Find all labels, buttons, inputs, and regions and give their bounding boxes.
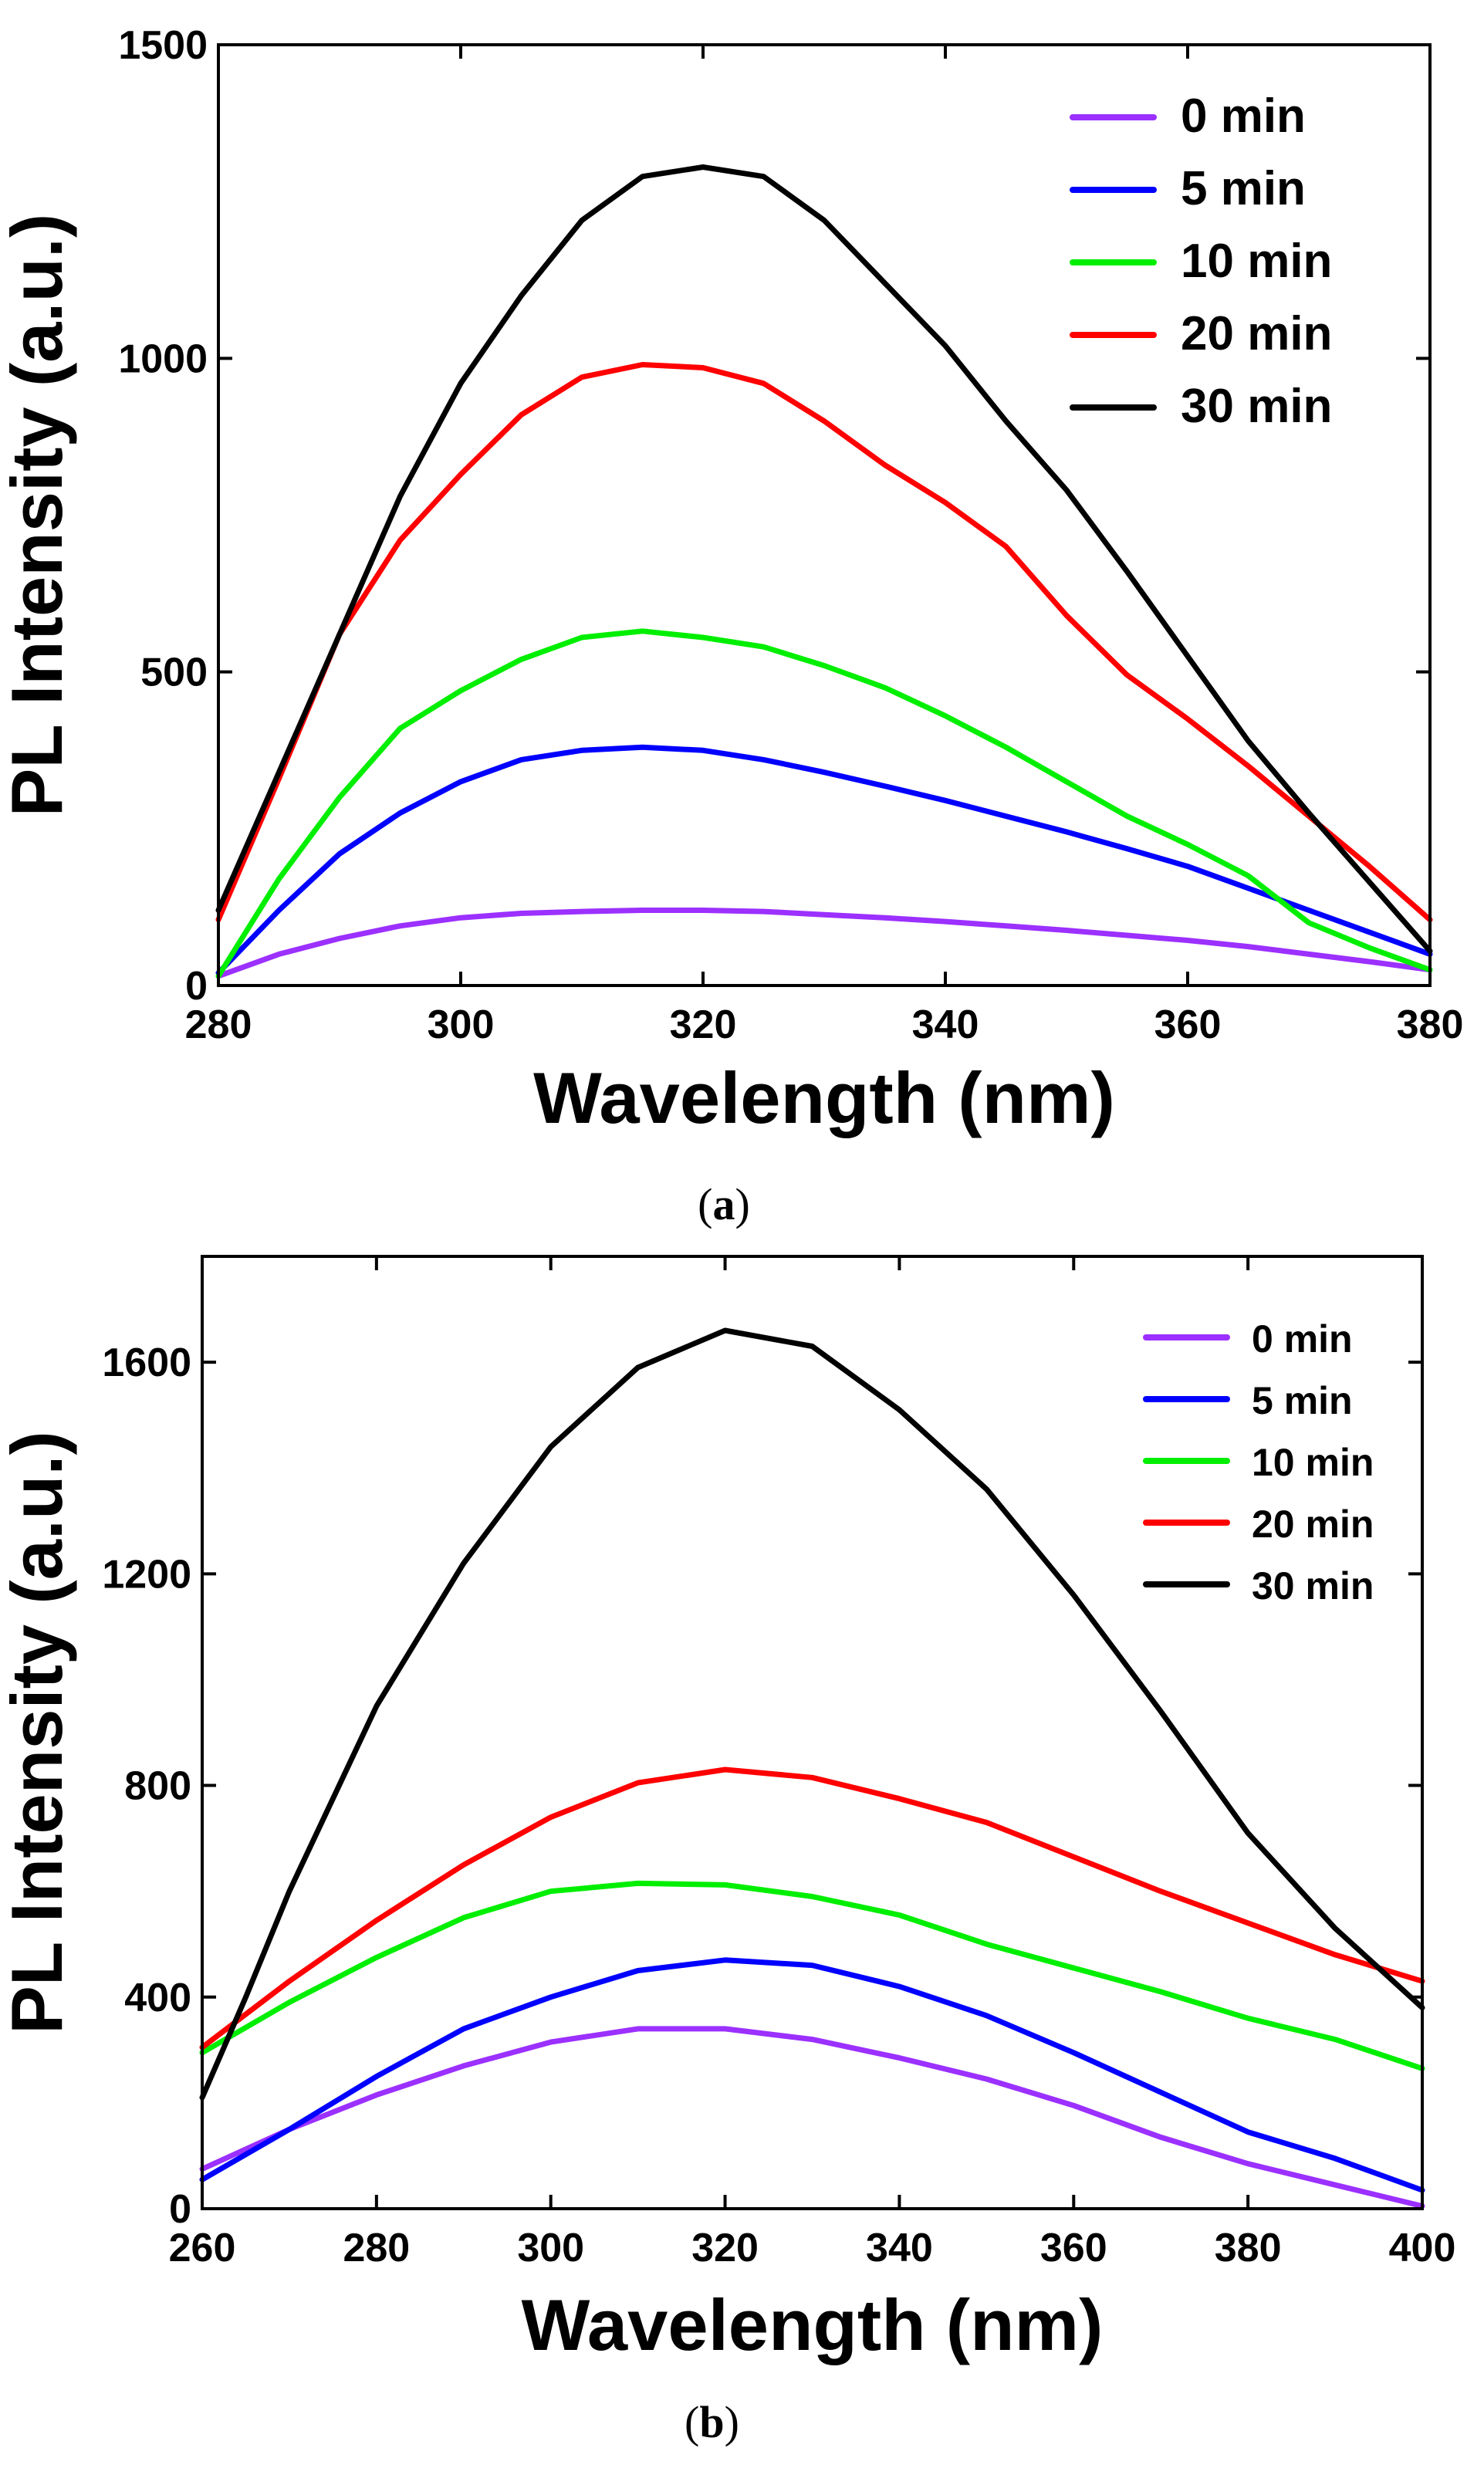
caption-open: ( (685, 2397, 699, 2447)
x-tick-label: 320 (670, 1002, 737, 1047)
legend-label: 30 min (1252, 1564, 1374, 1608)
x-tick-label: 280 (343, 2226, 410, 2270)
x-tick-label: 320 (691, 2226, 759, 2270)
series-group (199, 1327, 1425, 2209)
y-tick-label: 400 (124, 1976, 191, 2020)
y-tick-label: 1000 (118, 336, 208, 381)
x-tick-label: 340 (912, 1002, 979, 1047)
series-line-10-min (215, 628, 1433, 979)
caption-close: ) (735, 1179, 750, 1229)
series-line-0-min (215, 908, 1433, 979)
x-tick-label: 280 (185, 1002, 252, 1047)
legend-label: 0 min (1181, 90, 1306, 143)
caption-letter: b (699, 2397, 724, 2447)
x-tick-label: 260 (169, 2226, 236, 2270)
y-tick-label: 800 (124, 1764, 191, 1809)
y-tick-label: 0 (185, 964, 208, 1009)
series-line-20-min (199, 1766, 1425, 2050)
series-line-5-min (199, 1957, 1425, 2193)
y-axis-label: PL Intensity (a.u.) (0, 1431, 77, 2034)
y-tick-label: 1200 (102, 1552, 191, 1597)
series-group (215, 164, 1433, 979)
y-tick-label: 500 (140, 651, 208, 695)
legend: 0 min 5 min 10 min 20 min 30 min (1070, 90, 1332, 433)
plot-frame (217, 43, 1432, 987)
caption-open: ( (698, 1179, 712, 1229)
panel-caption: (a) (698, 1179, 750, 1229)
x-tick-label: 300 (517, 2226, 584, 2270)
x-tick-label: 340 (866, 2226, 933, 2270)
series-line-10-min (199, 1880, 1425, 2071)
x-tick-label: 360 (1154, 1002, 1222, 1047)
x-tick-label: 380 (1397, 1002, 1464, 1047)
caption-letter: a (713, 1179, 735, 1229)
x-tick-label: 300 (428, 1002, 495, 1047)
x-axis-label: Wavelength (nm) (522, 2284, 1104, 2365)
series-line-20-min (215, 362, 1433, 923)
legend-label: 30 min (1181, 380, 1332, 433)
legend: 0 min 5 min 10 min 20 min 30 min (1143, 1317, 1374, 1608)
y-tick-label: 1500 (118, 23, 208, 68)
caption-close: ) (725, 2397, 739, 2447)
series-line-30-min (199, 1327, 1425, 2101)
panel-a: 280 300 320 340 360 380 0 500 1000 1500 Wavelength… (0, 23, 1463, 1229)
plot-frame (201, 1255, 1424, 2210)
series-line-5-min (215, 744, 1433, 976)
panel-b: 260 280 300 320 340 360 380 400 0 400 800 1200 1600 W… (0, 1255, 1456, 2447)
series-line-30-min (215, 164, 1433, 954)
y-tick-label: 1600 (102, 1340, 191, 1385)
legend-label: 10 min (1252, 1441, 1374, 1484)
legend-label: 5 min (1181, 162, 1306, 215)
x-tick-label: 400 (1389, 2226, 1456, 2270)
y-tick-label: 0 (169, 2187, 191, 2232)
x-tick-label: 360 (1040, 2226, 1107, 2270)
x-axis-label: Wavelength (nm) (533, 1057, 1115, 1138)
legend-label: 20 min (1252, 1503, 1374, 1546)
legend-label: 10 min (1181, 235, 1332, 288)
panel-caption: (b) (685, 2397, 739, 2447)
legend-label: 20 min (1181, 307, 1332, 360)
legend-label: 5 min (1252, 1379, 1353, 1422)
x-tick-label: 380 (1215, 2226, 1282, 2270)
series-line-0-min (199, 2026, 1425, 2209)
y-axis-label: PL Intensity (a.u.) (0, 214, 77, 817)
legend-label: 0 min (1252, 1317, 1353, 1361)
